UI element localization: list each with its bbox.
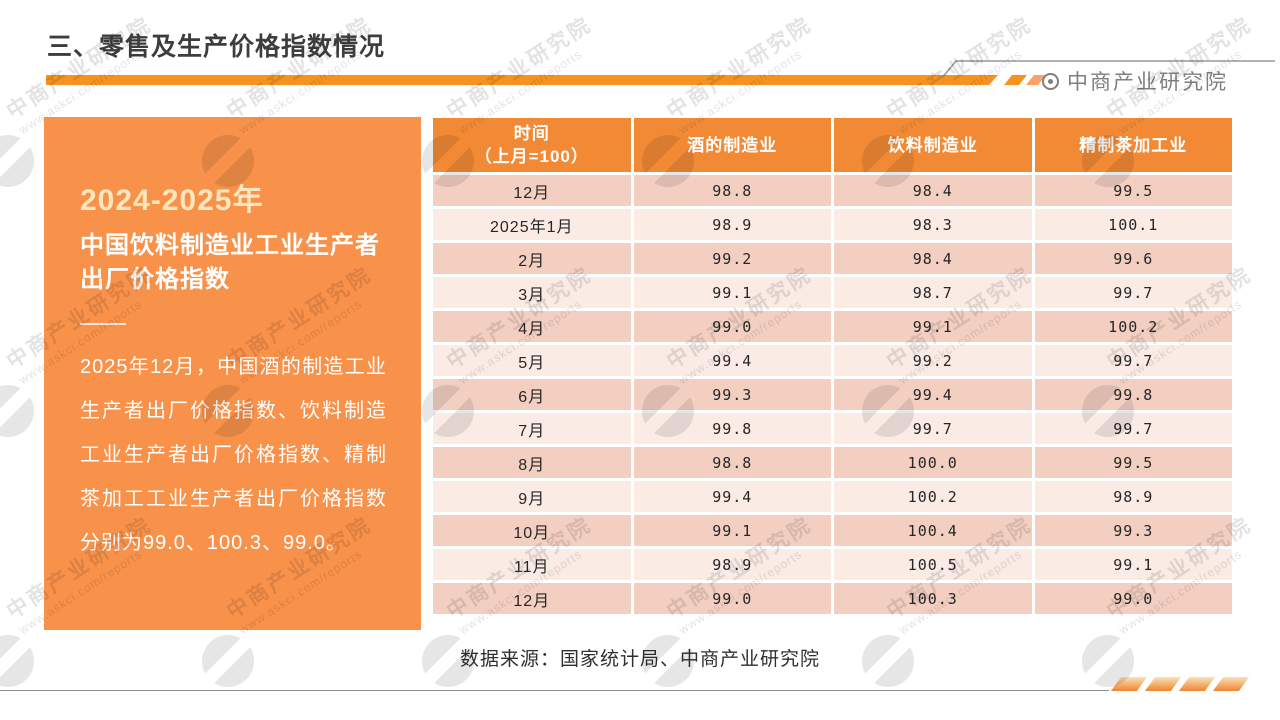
value-cell: 100.2: [1034, 311, 1232, 342]
value-cell: 100.5: [834, 549, 1032, 580]
value-cell: 99.1: [633, 277, 831, 308]
title-underline-bar: [46, 75, 998, 85]
watermark-logo-icon: [202, 635, 254, 687]
time-cell: 9月: [433, 481, 631, 512]
table-row: 6月 99.3 99.4 99.8: [433, 379, 1232, 410]
table-row: 3月 99.1 98.7 99.7: [433, 277, 1232, 308]
time-cell: 2025年1月: [433, 209, 631, 240]
value-cell: 99.7: [1034, 277, 1232, 308]
time-cell: 6月: [433, 379, 631, 410]
time-cell: 4月: [433, 311, 631, 342]
corner-line-decoration: [941, 60, 1275, 79]
watermark-text: 中商产业研究院: [662, 12, 817, 124]
table-row: 11月 98.9 100.5 99.1: [433, 549, 1232, 580]
time-cell: 5月: [433, 345, 631, 376]
value-cell: 99.7: [1034, 345, 1232, 376]
table-row: 7月 99.8 99.7 99.7: [433, 413, 1232, 444]
value-cell: 98.4: [834, 243, 1032, 274]
value-cell: 100.2: [834, 481, 1032, 512]
corner-chip-1: [1110, 677, 1148, 691]
value-cell: 99.8: [633, 413, 831, 444]
watermark-logo-icon: [862, 635, 914, 687]
col-header-time: 时间 （上月=100）: [433, 118, 631, 172]
value-cell: 99.2: [633, 243, 831, 274]
panel-description: 2025年12月，中国酒的制造工业生产者出厂价格指数、饮料制造工业生产者出厂价格…: [80, 356, 387, 554]
time-cell: 11月: [433, 549, 631, 580]
value-cell: 99.7: [1034, 413, 1232, 444]
table-row: 5月 99.4 99.2 99.7: [433, 345, 1232, 376]
col-header-tea: 精制茶加工业: [1034, 118, 1232, 172]
value-cell: 100.1: [1034, 209, 1232, 240]
time-cell: 12月: [433, 583, 631, 614]
value-cell: 99.7: [834, 413, 1032, 444]
value-cell: 98.3: [834, 209, 1032, 240]
page-title: 三、零售及生产价格指数情况: [47, 33, 386, 61]
value-cell: 99.0: [1034, 583, 1232, 614]
left-info-panel: 2024-2025年 中国饮料制造业工业生产者出厂价格指数 2025年12月，中…: [44, 117, 421, 630]
value-cell: 99.0: [633, 311, 831, 342]
table-row: 9月 99.4 100.2 98.9: [433, 481, 1232, 512]
col-header-time-line2: （上月=100）: [474, 147, 589, 166]
value-cell: 99.6: [1034, 243, 1232, 274]
value-cell: 98.9: [1034, 481, 1232, 512]
bottom-divider-line: [0, 690, 1109, 691]
brand-circle-icon: [1042, 72, 1059, 90]
panel-divider: [80, 323, 126, 325]
panel-title: 中国饮料制造业工业生产者出厂价格指数: [80, 232, 380, 293]
watermark-logo-icon: [0, 135, 34, 187]
corner-chip-2: [1144, 677, 1182, 691]
col-header-beverage: 饮料制造业: [834, 118, 1032, 172]
table-row: 4月 99.0 99.1 100.2: [433, 311, 1232, 342]
time-cell: 8月: [433, 447, 631, 478]
watermark-text: 中商产业研究院: [442, 12, 597, 124]
col-header-liquor: 酒的制造业: [633, 118, 831, 172]
table-row: 12月 98.8 98.4 99.5: [433, 175, 1232, 206]
value-cell: 98.7: [834, 277, 1032, 308]
table-row: 2025年1月 98.9 98.3 100.1: [433, 209, 1232, 240]
value-cell: 99.8: [1034, 379, 1232, 410]
value-cell: 98.8: [633, 447, 831, 478]
value-cell: 99.1: [1034, 549, 1232, 580]
table-header-row: 时间 （上月=100） 酒的制造业 饮料制造业 精制茶加工业: [433, 118, 1232, 172]
value-cell: 99.3: [633, 379, 831, 410]
brand-name: 中商产业研究院: [1067, 71, 1228, 94]
value-cell: 99.3: [1034, 515, 1232, 546]
table-row: 10月 99.1 100.4 99.3: [433, 515, 1232, 546]
data-source-note: 数据来源：国家统计局、中商产业研究院: [460, 649, 821, 670]
watermark-logo-icon: [0, 635, 34, 687]
value-cell: 99.4: [834, 379, 1032, 410]
value-cell: 99.5: [1034, 175, 1232, 206]
panel-period: 2024-2025年: [80, 184, 264, 217]
table-row: 12月 99.0 100.3 99.0: [433, 583, 1232, 614]
time-cell: 2月: [433, 243, 631, 274]
value-cell: 98.9: [633, 549, 831, 580]
table-row: 2月 99.2 98.4 99.6: [433, 243, 1232, 274]
brand-logo: 中商产业研究院: [1042, 66, 1228, 96]
value-cell: 99.4: [633, 345, 831, 376]
value-cell: 100.3: [834, 583, 1032, 614]
price-index-table: 时间 （上月=100） 酒的制造业 饮料制造业 精制茶加工业 12月 98.8 98…: [430, 115, 1235, 617]
table-row: 8月 98.8 100.0 99.5: [433, 447, 1232, 478]
time-cell: 3月: [433, 277, 631, 308]
value-cell: 99.4: [633, 481, 831, 512]
value-cell: 98.9: [633, 209, 831, 240]
value-cell: 99.5: [1034, 447, 1232, 478]
value-cell: 99.1: [834, 311, 1032, 342]
value-cell: 98.4: [834, 175, 1032, 206]
time-cell: 7月: [433, 413, 631, 444]
watermark-logo-icon: [0, 385, 34, 437]
corner-chip-3: [1178, 677, 1216, 691]
time-cell: 12月: [433, 175, 631, 206]
corner-chip-4: [1212, 677, 1250, 691]
col-header-time-line1: 时间: [513, 124, 550, 143]
value-cell: 98.8: [633, 175, 831, 206]
value-cell: 99.2: [834, 345, 1032, 376]
time-cell: 10月: [433, 515, 631, 546]
value-cell: 100.4: [834, 515, 1032, 546]
value-cell: 100.0: [834, 447, 1032, 478]
value-cell: 99.1: [633, 515, 831, 546]
value-cell: 99.0: [633, 583, 831, 614]
bottom-corner-decoration: [1110, 677, 1250, 691]
